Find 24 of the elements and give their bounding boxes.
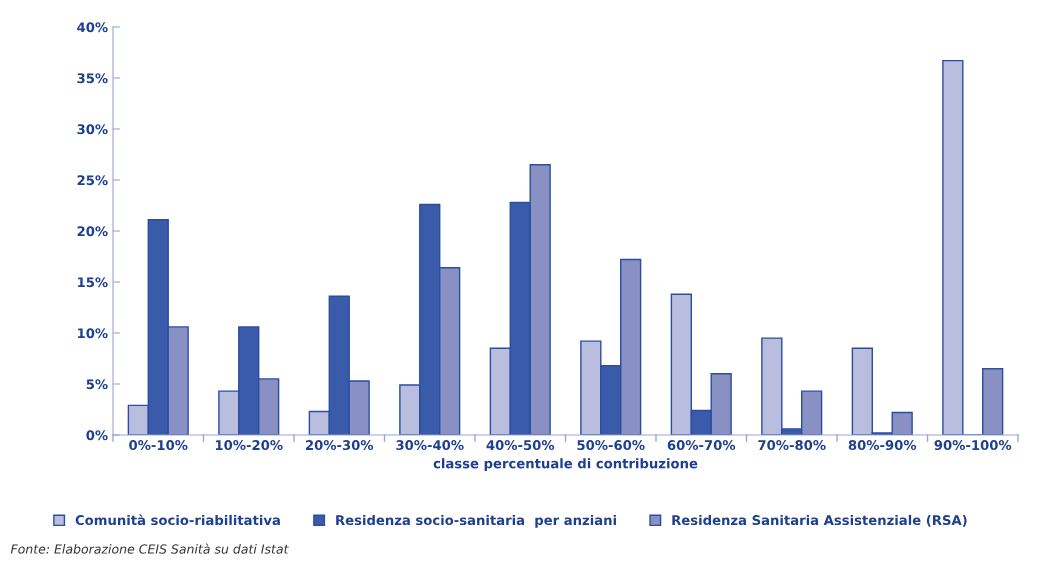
x-tick-label: 0%-10% <box>129 440 188 451</box>
y-tick-label: 30% <box>77 124 108 135</box>
x-tick-label: 30%-40% <box>396 440 464 451</box>
y-tick-label: 15% <box>78 277 108 288</box>
y-tick-label: 5% <box>86 379 108 390</box>
x-tick-label: 90%-100% <box>934 440 1012 451</box>
x-tick-label: 80%-90% <box>848 440 917 451</box>
x-tick-label: 40%-50% <box>486 440 555 451</box>
source-note: Fonte: Elaborazione CEIS Sanità su dati Istat <box>10 543 289 554</box>
legend-label: Comunità socio-riabilitativa <box>75 514 280 526</box>
y-tick-label: 0% <box>86 430 108 441</box>
y-tick-label: 25% <box>77 175 108 186</box>
x-tick-label: 70%-80% <box>758 440 826 451</box>
x-tick-label: 60%-70% <box>667 440 736 451</box>
legend-label: Residenza socio-sanitaria per anziani <box>336 514 616 528</box>
x-axis-title: classe percentuale di contribuzione <box>433 458 698 471</box>
y-tick-label: 20% <box>77 226 108 237</box>
y-tick-label: 40% <box>77 22 108 33</box>
x-tick-label: 20%-30% <box>305 440 374 451</box>
y-tick-label: 10% <box>78 328 108 339</box>
y-tick-label: 35% <box>77 73 108 84</box>
x-tick-label: 50%-60% <box>577 440 645 451</box>
legend-label: Residenza Sanitaria Assistenziale (RSA) <box>672 514 967 527</box>
x-tick-label: 10%-20% <box>215 440 283 451</box>
